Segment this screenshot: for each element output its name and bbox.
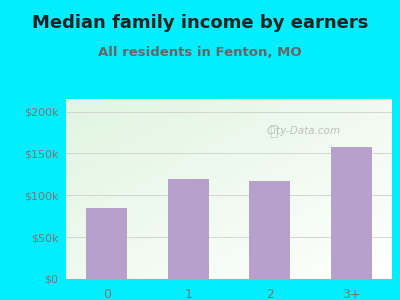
Bar: [168, 178, 209, 279]
Text: City-Data.com: City-Data.com: [267, 126, 341, 136]
Bar: [331, 147, 372, 279]
Text: All residents in Fenton, MO: All residents in Fenton, MO: [98, 46, 302, 59]
Bar: [86, 208, 127, 279]
Bar: [249, 181, 290, 279]
Text: ⌕: ⌕: [269, 124, 277, 138]
Text: Median family income by earners: Median family income by earners: [32, 14, 368, 32]
